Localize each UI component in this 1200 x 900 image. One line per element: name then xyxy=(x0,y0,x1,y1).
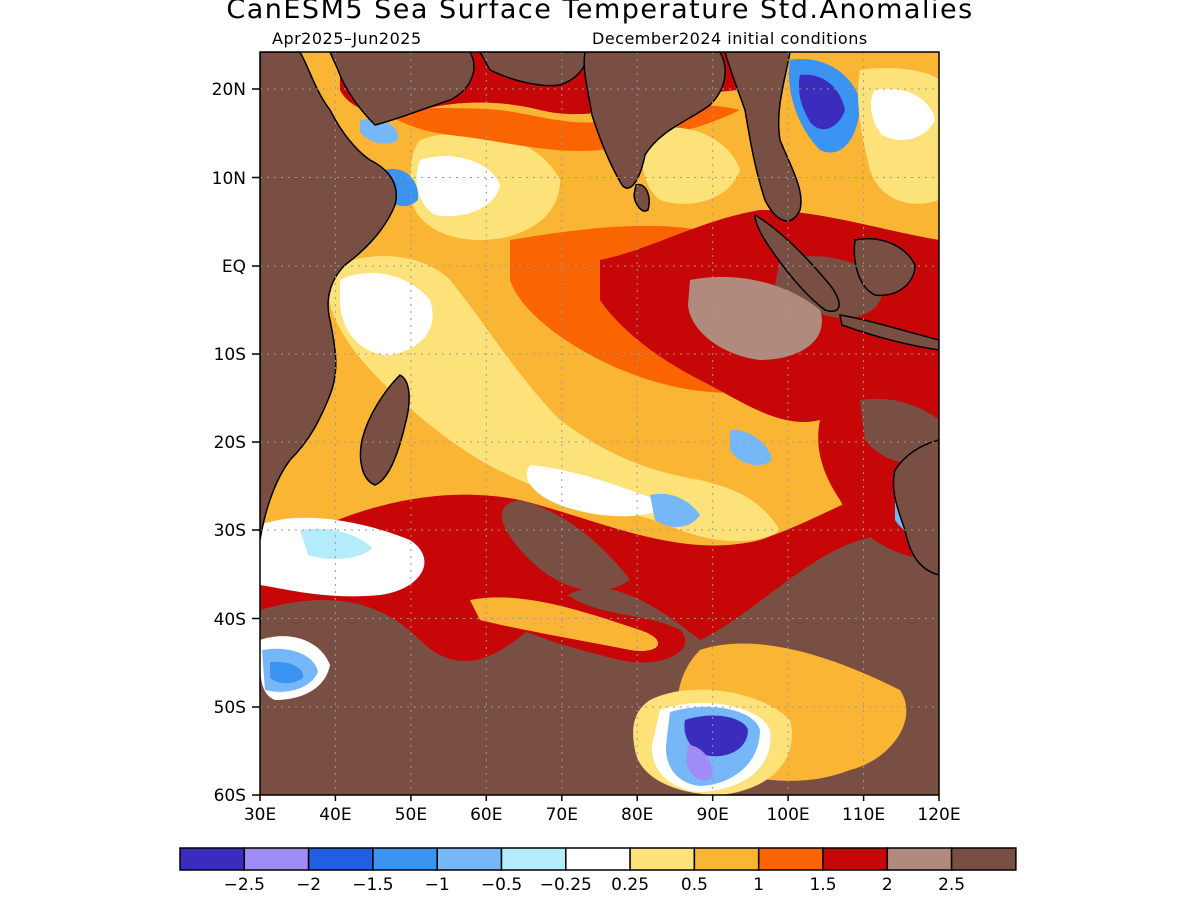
colorbar-swatch xyxy=(886,847,953,871)
se-asia-land xyxy=(724,52,802,222)
colorbar-swatch xyxy=(629,847,696,871)
y-tick-label: EQ xyxy=(222,257,246,277)
colorbar-label: 0.5 xyxy=(681,875,708,895)
x-tick-label: 50E xyxy=(395,805,427,825)
colorbar-swatch xyxy=(179,847,246,871)
colorbar-swatch xyxy=(436,847,503,871)
colorbar-swatch xyxy=(757,847,824,871)
y-tick-label: 20N xyxy=(212,80,246,100)
map-frame xyxy=(259,51,940,796)
x-tick-label: 80E xyxy=(621,805,653,825)
y-tick-label: 30S xyxy=(214,521,246,541)
colorbar xyxy=(179,847,1017,871)
axis-ticks xyxy=(252,88,940,801)
scs-blue-core xyxy=(798,74,845,130)
colorbar-swatch xyxy=(307,847,374,871)
central-white-patch xyxy=(340,272,433,355)
x-tick-label: 90E xyxy=(697,805,729,825)
colorbar-label: 0.25 xyxy=(611,875,649,895)
colorbar-swatch xyxy=(822,847,889,871)
africa-land xyxy=(260,52,397,541)
colorbar-label: 2 xyxy=(882,875,893,895)
scs-white xyxy=(870,88,935,140)
x-tick-label: 60E xyxy=(470,805,502,825)
colorbar-swatch xyxy=(950,847,1017,871)
colorbar-label: −1 xyxy=(425,875,450,895)
y-tick-label: 60S xyxy=(214,786,246,806)
southern-ocean-orange-streak xyxy=(470,597,659,651)
australia-land xyxy=(892,439,939,576)
borneo-land xyxy=(853,238,916,297)
colorbar-label: −0.5 xyxy=(481,875,522,895)
colorbar-label: 1.5 xyxy=(809,875,836,895)
sw-ocean-blue-core xyxy=(270,661,304,684)
colorbar-swatch xyxy=(372,847,438,871)
bay-of-bengal-yellow xyxy=(642,127,740,204)
colorbar-swatch xyxy=(243,847,310,871)
colorbar-labels: −2.5 −2 −1.5 −1 −0.5 −0.25 0.25 0.5 1 1.5 2 2.5 xyxy=(224,875,965,895)
central-south-lightblue xyxy=(650,493,700,527)
y-tick-label: 40S xyxy=(214,610,246,630)
sw-ocean-lightblue xyxy=(300,528,372,560)
map-title: CanESM5 Sea Surface Temperature Std.Anom… xyxy=(226,0,974,25)
sri-lanka-land xyxy=(633,183,650,212)
y-axis-labels: 20N 10N EQ 10S 20S 30S 40S 50S 60S xyxy=(212,80,246,806)
x-tick-label: 70E xyxy=(546,805,578,825)
colorbar-label: 2.5 xyxy=(938,875,965,895)
central-white-streak xyxy=(526,465,670,517)
x-tick-label: 40E xyxy=(319,805,351,825)
grid-lines xyxy=(260,52,939,795)
x-axis-labels: 30E 40E 50E 60E 70E 80E 90E 100E 110E 12… xyxy=(244,805,961,825)
colorbar-label: 1 xyxy=(753,875,764,895)
far-south-violet xyxy=(686,745,713,781)
x-tick-label: 120E xyxy=(917,805,960,825)
y-tick-label: 10S xyxy=(214,345,246,365)
x-tick-label: 100E xyxy=(766,805,809,825)
colorbar-swatch xyxy=(565,847,631,871)
india-land xyxy=(583,52,726,189)
forecast-period: Apr2025–Jun2025 xyxy=(272,29,422,48)
colorbar-swatch xyxy=(693,847,760,871)
colorbar-label: −0.25 xyxy=(540,875,592,895)
central-yellow-tongue xyxy=(327,256,780,542)
initial-conditions-label: December2024 initial conditions xyxy=(592,29,868,48)
mid-ocean-lightblue xyxy=(730,429,772,466)
colorbar-label: −2 xyxy=(296,875,321,895)
x-tick-label: 30E xyxy=(244,805,276,825)
sumatra-land xyxy=(754,213,840,312)
y-tick-label: 10N xyxy=(212,169,246,189)
colorbar-label: −1.5 xyxy=(352,875,393,895)
gulf-aden-blue xyxy=(360,118,399,144)
y-tick-label: 50S xyxy=(214,698,246,718)
x-tick-label: 110E xyxy=(842,805,885,825)
south-central-brown xyxy=(501,500,630,591)
colorbar-label: −2.5 xyxy=(224,875,265,895)
anomaly-map xyxy=(260,52,939,795)
arabian-sea-white xyxy=(416,156,500,217)
madagascar-land xyxy=(359,374,410,486)
colorbar-swatch xyxy=(500,847,567,871)
far-south-blue-core xyxy=(684,715,748,757)
y-tick-label: 20S xyxy=(214,433,246,453)
